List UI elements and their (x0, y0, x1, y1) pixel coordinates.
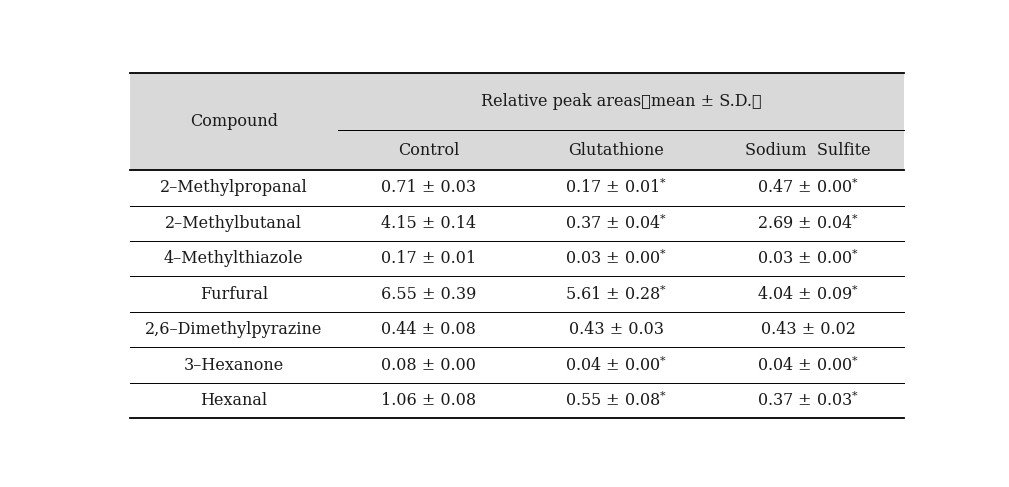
Bar (130, 206, 904, 241)
Text: 0.71 ± 0.03: 0.71 ± 0.03 (381, 179, 476, 196)
Text: 0.17 ± 0.01$^{\mathregular{*}}$: 0.17 ± 0.01$^{\mathregular{*}}$ (565, 178, 667, 198)
Text: 0.43 ± 0.03: 0.43 ± 0.03 (569, 321, 664, 338)
Text: 0.03 ± 0.00$^{\mathregular{*}}$: 0.03 ± 0.00$^{\mathregular{*}}$ (757, 249, 860, 268)
Bar (130, 347, 904, 383)
Text: 0.55 ± 0.08$^{\mathregular{*}}$: 0.55 ± 0.08$^{\mathregular{*}}$ (565, 391, 667, 411)
Text: 6.55 ± 0.39: 6.55 ± 0.39 (381, 286, 476, 303)
Text: 1.06 ± 0.08: 1.06 ± 0.08 (381, 392, 476, 409)
Bar (130, 277, 904, 312)
Text: 0.08 ± 0.00: 0.08 ± 0.00 (381, 356, 476, 374)
Text: 4.15 ± 0.14: 4.15 ± 0.14 (381, 215, 476, 232)
Text: Furfural: Furfural (200, 286, 267, 303)
Text: Relative peak areas（mean ± S.D.）: Relative peak areas（mean ± S.D.） (480, 94, 761, 111)
Text: Glutathione: Glutathione (568, 142, 664, 159)
Text: 0.43 ± 0.02: 0.43 ± 0.02 (761, 321, 856, 338)
Text: 2,6–Dimethylpyrazine: 2,6–Dimethylpyrazine (145, 321, 323, 338)
Bar (130, 383, 904, 418)
Text: 5.61 ± 0.28$^{\mathregular{*}}$: 5.61 ± 0.28$^{\mathregular{*}}$ (565, 284, 667, 304)
Text: 2.69 ± 0.04$^{\mathregular{*}}$: 2.69 ± 0.04$^{\mathregular{*}}$ (757, 214, 860, 233)
Text: 4.04 ± 0.09$^{\mathregular{*}}$: 4.04 ± 0.09$^{\mathregular{*}}$ (757, 284, 860, 304)
Text: 3–Hexanone: 3–Hexanone (184, 356, 284, 374)
Text: 0.04 ± 0.00$^{\mathregular{*}}$: 0.04 ± 0.00$^{\mathregular{*}}$ (565, 356, 667, 375)
Text: 0.17 ± 0.01: 0.17 ± 0.01 (381, 250, 476, 267)
Text: 0.37 ± 0.03$^{\mathregular{*}}$: 0.37 ± 0.03$^{\mathregular{*}}$ (757, 391, 860, 411)
Bar (130, 241, 904, 277)
Text: 0.37 ± 0.04$^{\mathregular{*}}$: 0.37 ± 0.04$^{\mathregular{*}}$ (565, 214, 667, 233)
Bar (130, 170, 904, 206)
Text: Hexanal: Hexanal (200, 392, 267, 409)
Text: Sodium  Sulfite: Sodium Sulfite (746, 142, 871, 159)
Text: 4–Methylthiazole: 4–Methylthiazole (163, 250, 304, 267)
Text: Compound: Compound (190, 113, 277, 130)
Text: 2–Methylpropanal: 2–Methylpropanal (159, 179, 308, 196)
Text: 0.44 ± 0.08: 0.44 ± 0.08 (381, 321, 476, 338)
Text: Control: Control (399, 142, 459, 159)
Text: 0.03 ± 0.00$^{\mathregular{*}}$: 0.03 ± 0.00$^{\mathregular{*}}$ (565, 249, 667, 268)
Text: 0.47 ± 0.00$^{\mathregular{*}}$: 0.47 ± 0.00$^{\mathregular{*}}$ (757, 178, 860, 198)
Bar (130, 312, 904, 347)
Text: 2–Methylbutanal: 2–Methylbutanal (165, 215, 303, 232)
Text: 0.04 ± 0.00$^{\mathregular{*}}$: 0.04 ± 0.00$^{\mathregular{*}}$ (757, 356, 860, 375)
